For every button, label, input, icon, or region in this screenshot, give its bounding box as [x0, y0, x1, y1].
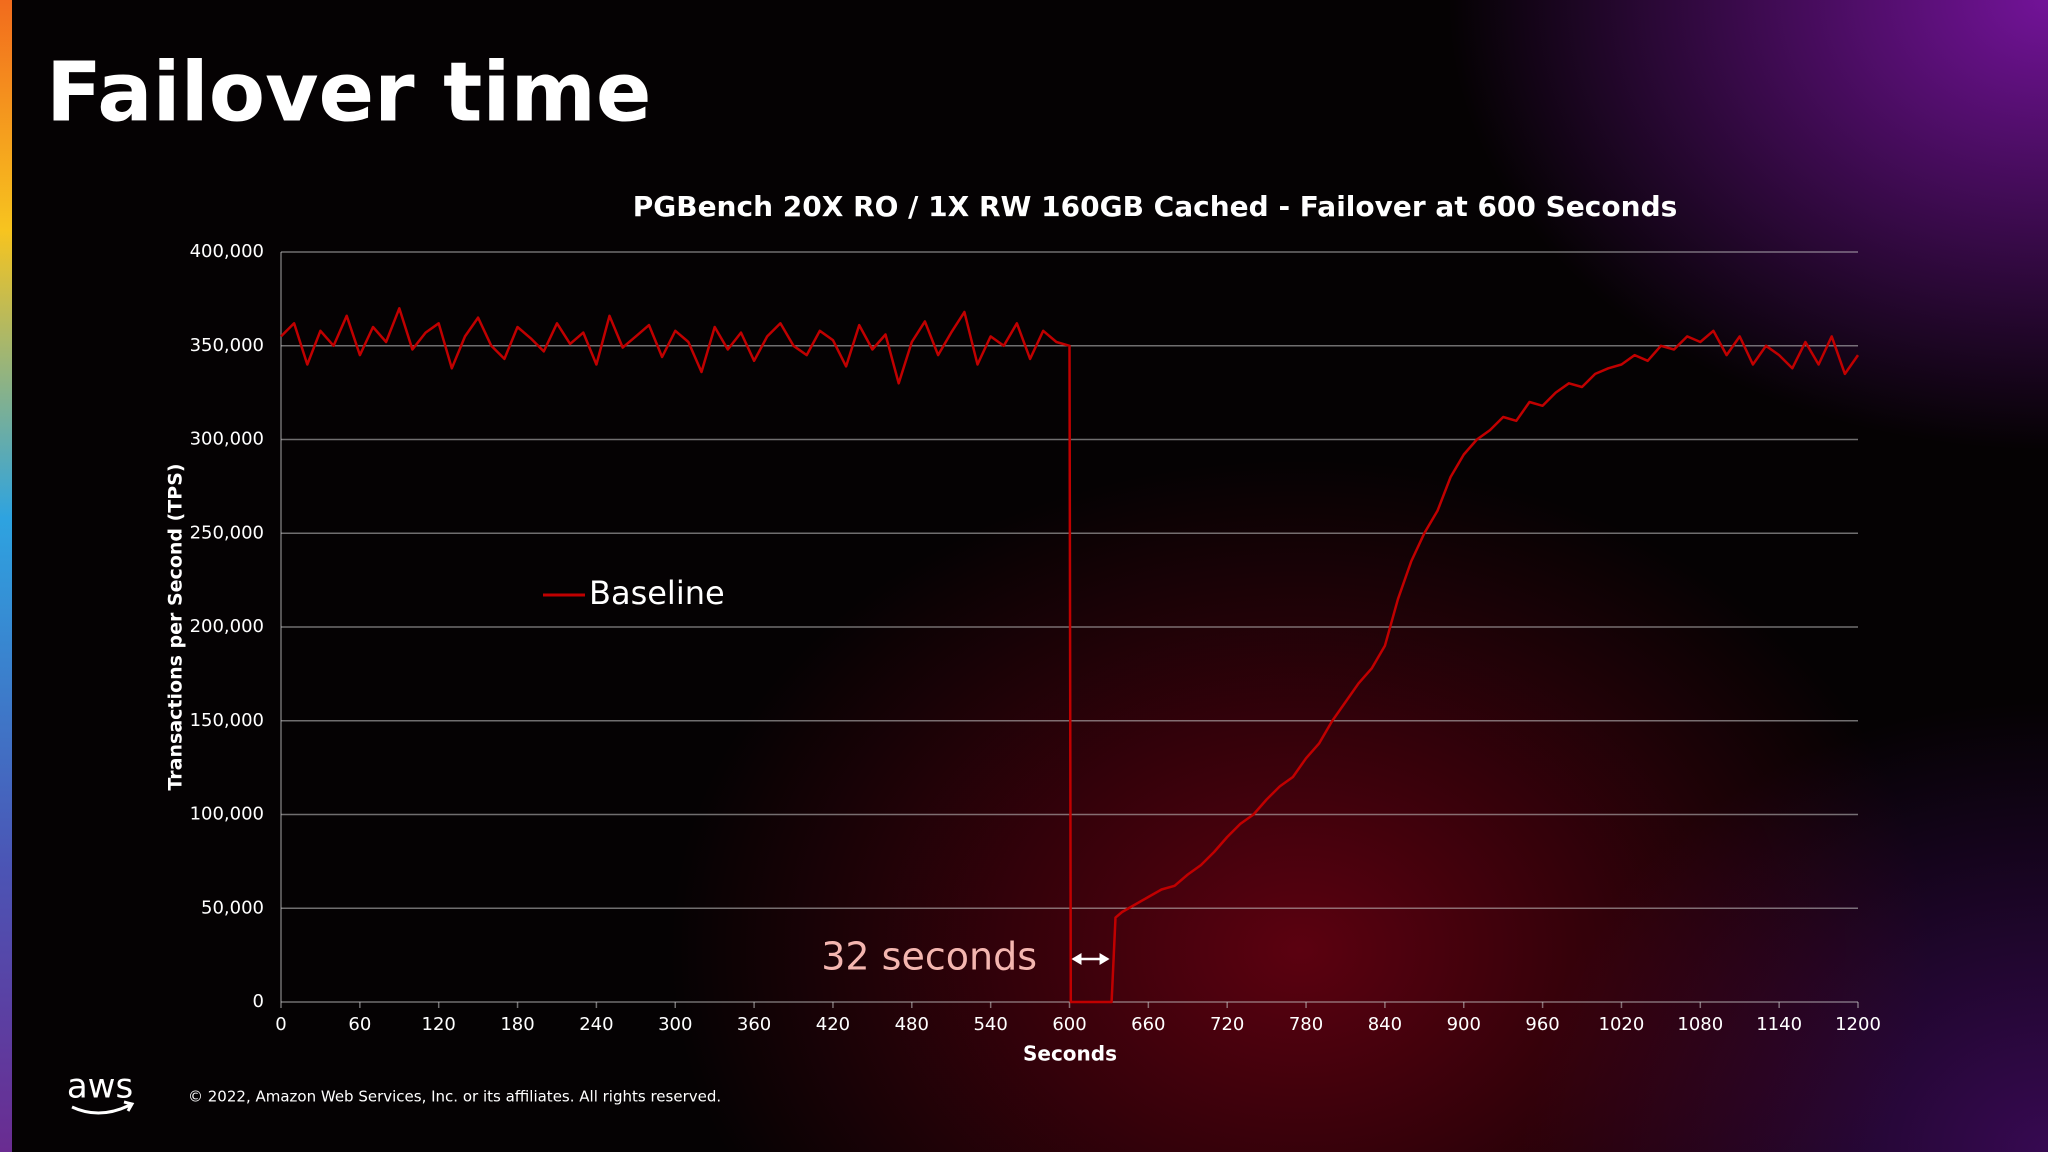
x-tick-label: 900 [1447, 1014, 1481, 1035]
y-tick-label: 50,000 [201, 897, 264, 918]
y-tick-label: 250,000 [190, 522, 264, 543]
y-tick-label: 0 [253, 991, 264, 1012]
y-tick-label: 100,000 [190, 804, 264, 825]
x-tick-label: 240 [579, 1014, 613, 1035]
y-tick-label: 200,000 [190, 616, 264, 637]
x-tick-label: 960 [1525, 1014, 1559, 1035]
annotation-text: 32 seconds [821, 935, 1037, 979]
x-tick-label: 60 [348, 1014, 371, 1035]
x-tick-label: 1080 [1677, 1014, 1723, 1035]
x-tick-label: 360 [737, 1014, 771, 1035]
arrow-head [1071, 953, 1110, 965]
chart-title: PGBench 20X RO / 1X RW 160GB Cached - Fa… [633, 190, 1678, 223]
plot: 0 50,000 100,000 150,000 200,000 250,000 300,0… [190, 241, 1881, 1035]
x-tick-label: 180 [500, 1014, 534, 1035]
series-line [280, 307, 1860, 1004]
edge-stripe [0, 0, 12, 1152]
x-tick-label: 720 [1210, 1014, 1244, 1035]
y-tick-label: 150,000 [190, 710, 264, 731]
y-axis-title: Transactions per Second (TPS) [165, 463, 187, 790]
footer: © 2022, Amazon Web Services, Inc. or its… [188, 1088, 721, 1106]
x-axis-title: Seconds [1023, 1042, 1117, 1066]
x-tick-label: 420 [816, 1014, 850, 1035]
slide-title: Failover time [46, 45, 652, 140]
x-tick-label: 480 [895, 1014, 929, 1035]
legend-label: Baseline [589, 574, 725, 612]
x-tick-label: 1140 [1756, 1014, 1802, 1035]
x-tick-label: 1200 [1835, 1014, 1881, 1035]
x-tick-label: 780 [1289, 1014, 1323, 1035]
x-tick-label: 840 [1368, 1014, 1402, 1035]
y-tick-label: 350,000 [190, 335, 264, 356]
x-tick-label: 0 [275, 1014, 286, 1035]
logo-smile [71, 1100, 135, 1115]
x-tick-label: 660 [1131, 1014, 1165, 1035]
x-tick-label: 1020 [1599, 1014, 1645, 1035]
y-tick-label: 400,000 [190, 241, 264, 262]
logo: aws [67, 1067, 133, 1107]
x-tick-label: 300 [658, 1014, 692, 1035]
x-tick-label: 540 [973, 1014, 1007, 1035]
y-tick-label: 300,000 [190, 429, 264, 450]
x-tick-label: 600 [1052, 1014, 1086, 1035]
x-tick-label: 120 [422, 1014, 456, 1035]
